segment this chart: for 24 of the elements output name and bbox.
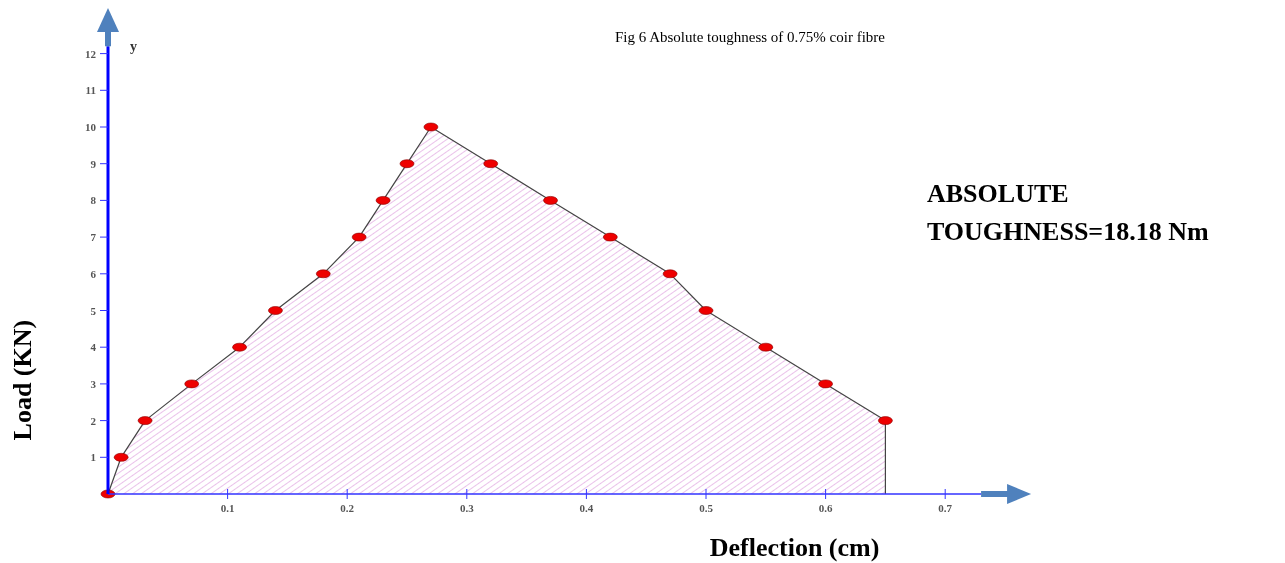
y-tick-label: 9 <box>90 157 97 170</box>
y-tick-label: 5 <box>90 304 97 317</box>
x-axis-title: Deflection (cm) <box>709 533 880 562</box>
y-tick-label: 3 <box>90 377 97 390</box>
x-tick-label: 0.2 <box>340 502 355 514</box>
y-tick-label: 12 <box>85 47 97 60</box>
x-tick-label: 0.7 <box>938 502 953 514</box>
y-axis-title: Load (KN) <box>8 319 37 441</box>
y-tick-label: 10 <box>85 121 97 133</box>
x-tick-label: 0.5 <box>699 502 714 514</box>
y-tick-label: 8 <box>90 194 97 207</box>
annotation: ABSOLUTE TOUGHNESS=18.18 Nm <box>927 179 1209 246</box>
chart-title: Fig 6 Absolute toughness of 0.75% coir fibre <box>615 29 886 45</box>
y-tick-label: 6 <box>90 267 97 280</box>
x-tick-label: 0.4 <box>579 502 594 514</box>
x-tick-label: 0.3 <box>459 502 475 514</box>
y-tick-label: 7 <box>90 231 97 244</box>
annotation: y <box>130 39 137 55</box>
y-tick-label: 4 <box>90 341 97 354</box>
y-tick-label: 11 <box>85 84 96 97</box>
x-tick-label: 0.6 <box>818 502 833 514</box>
y-tick-label: 1 <box>90 451 96 464</box>
y-tick-label: 2 <box>90 414 97 427</box>
x-tick-label: 0.1 <box>220 502 235 514</box>
